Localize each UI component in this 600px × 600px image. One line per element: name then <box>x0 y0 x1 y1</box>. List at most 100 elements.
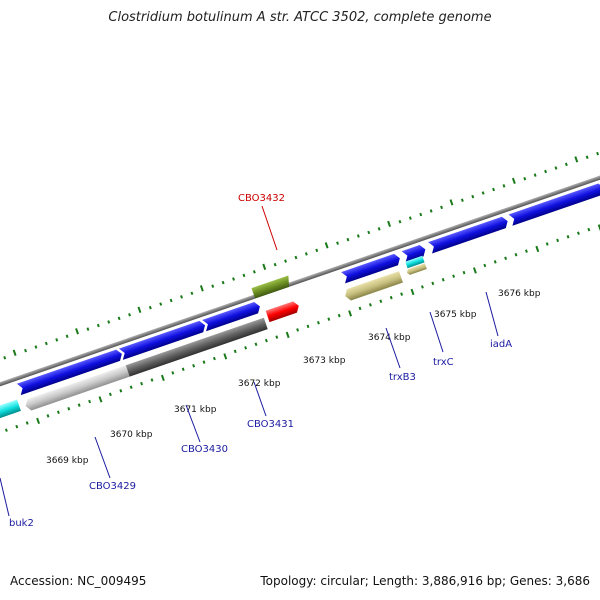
leader-line <box>485 291 499 337</box>
genome-backbone <box>0 137 600 422</box>
gene-khaki-small <box>406 263 427 275</box>
minor-tick <box>585 155 589 159</box>
minor-tick <box>159 302 163 306</box>
major-tick <box>387 220 391 228</box>
minor-tick <box>46 414 50 418</box>
minor-tick <box>67 406 71 411</box>
gene-label-cbo3431: CBO3431 <box>247 419 294 430</box>
major-tick <box>511 177 516 185</box>
minor-tick <box>202 360 206 364</box>
kbp-label: 3669 kbp <box>46 456 89 466</box>
major-tick <box>472 267 477 274</box>
major-tick <box>262 263 267 270</box>
minor-tick <box>544 169 547 174</box>
topology-label: Topology: circular; Length: 3,886,916 bp… <box>260 574 590 588</box>
minor-tick <box>431 281 435 286</box>
minor-tick <box>190 291 194 296</box>
gene-label-trxb3: trxB3 <box>389 372 416 383</box>
minor-tick <box>327 317 331 321</box>
inner-tick-row <box>4 224 600 432</box>
minor-tick <box>419 212 423 217</box>
minor-tick <box>86 327 90 331</box>
major-tick <box>199 285 204 292</box>
minor-tick <box>212 356 216 361</box>
minor-tick <box>232 277 235 281</box>
minor-tick <box>358 306 362 311</box>
minor-tick <box>566 235 570 239</box>
gene-labels: buk2 CBO3429 CBO3430 CBO3431 CBO3432 trx… <box>9 193 512 529</box>
minor-tick <box>524 249 528 253</box>
minor-tick <box>294 255 298 260</box>
accession-label: Accession: NC_009495 <box>10 574 147 588</box>
leader-line <box>429 311 444 353</box>
gene-arrow <box>341 253 400 284</box>
gene-label-trxc: trxC <box>433 357 454 368</box>
minor-tick <box>3 356 7 360</box>
gene-cyan <box>0 399 21 423</box>
minor-tick <box>25 421 29 425</box>
minor-tick <box>24 348 27 353</box>
minor-tick <box>171 371 175 375</box>
minor-tick <box>481 191 485 195</box>
major-tick <box>574 156 579 163</box>
label-leaders <box>0 205 499 517</box>
kbp-label: 3676 kbp <box>498 289 541 299</box>
leader-line <box>94 436 111 479</box>
minor-tick <box>502 184 506 188</box>
major-tick <box>36 417 40 425</box>
minor-tick <box>554 166 558 170</box>
minor-tick <box>368 303 372 307</box>
minor-tick <box>356 234 360 238</box>
minor-tick <box>150 378 154 382</box>
minor-tick <box>128 313 131 317</box>
major-tick <box>449 199 454 206</box>
gene-arrow <box>16 349 122 396</box>
minor-tick <box>460 198 464 202</box>
minor-tick <box>221 280 225 285</box>
minor-tick <box>440 205 443 210</box>
leader-line <box>253 381 267 417</box>
minor-tick <box>379 299 383 304</box>
minor-tick <box>65 334 69 339</box>
major-tick <box>12 349 17 356</box>
gene-dark <box>125 317 268 377</box>
gene-arrow <box>202 302 260 332</box>
gene-arrow <box>428 216 508 254</box>
minor-tick <box>523 176 527 181</box>
minor-tick <box>556 238 560 243</box>
gene-arrow <box>118 320 206 360</box>
outer-tick-row <box>3 151 599 360</box>
minor-tick <box>244 346 248 350</box>
minor-tick <box>471 194 475 199</box>
reverse-strand <box>0 255 427 423</box>
minor-tick <box>483 263 487 268</box>
minor-tick <box>148 305 152 310</box>
major-tick <box>223 353 228 360</box>
minor-tick <box>514 252 518 257</box>
minor-tick <box>441 278 445 282</box>
minor-tick <box>211 284 215 288</box>
minor-tick <box>192 363 196 368</box>
minor-tick <box>398 219 402 224</box>
minor-tick <box>108 392 112 397</box>
leader-line <box>0 477 10 517</box>
gene-label-buk2: buk2 <box>9 518 34 529</box>
minor-tick <box>77 403 81 407</box>
major-tick <box>410 288 415 296</box>
gene-khaki <box>345 271 403 301</box>
minor-tick <box>88 399 92 404</box>
leader-line <box>385 327 401 369</box>
minor-tick <box>117 316 121 321</box>
gene-label-iada: iadA <box>490 339 512 350</box>
forward-strand <box>16 183 600 396</box>
minor-tick <box>316 321 320 325</box>
gene-arrow <box>401 245 426 263</box>
minor-tick <box>504 256 508 261</box>
minor-tick <box>346 237 350 242</box>
minor-tick <box>315 248 319 253</box>
minor-tick <box>367 230 371 235</box>
minor-tick <box>420 285 424 289</box>
minor-tick <box>337 313 341 318</box>
minor-tick <box>492 187 495 192</box>
